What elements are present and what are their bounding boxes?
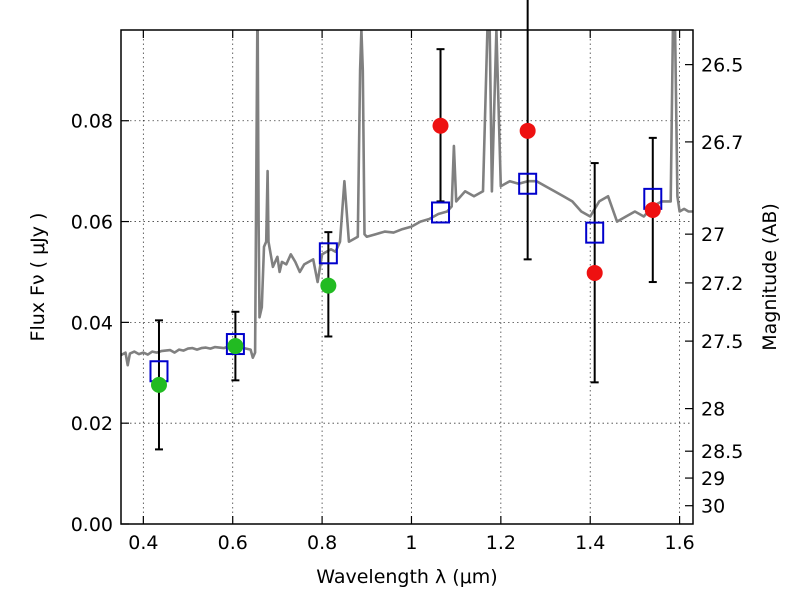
y-axis-label: Flux Fν ( μJy ) <box>27 213 49 342</box>
model-photometry-point <box>518 172 538 195</box>
observed-photometry-point <box>519 122 536 139</box>
y-tick-label: 0.08 <box>71 111 113 133</box>
model-spectrum-line <box>121 30 693 367</box>
x-axis-label: Wavelength λ (μm) <box>316 566 497 588</box>
observed-photometry-markers <box>150 117 661 393</box>
y-tick-label: 0.06 <box>71 212 113 234</box>
magnitude-axis-ticks: 26.5 26.7 27 27.2 27.5 28 28.5 29 30 <box>685 55 743 518</box>
model-photometry-point <box>585 221 605 244</box>
x-tick-label: 0.4 <box>128 532 158 554</box>
y-tick-label: 0.00 <box>71 514 113 536</box>
x-tick-label: 0.6 <box>218 532 248 554</box>
y-tick-label: 0.02 <box>71 413 113 435</box>
observed-photometry-point <box>586 264 603 281</box>
model-photometry-point <box>318 242 338 265</box>
error-bars <box>154 0 657 451</box>
magnitude-tick-label: 30 <box>701 496 725 518</box>
model-spectrum <box>121 30 693 367</box>
magnitude-tick-label: 29 <box>701 468 725 490</box>
observed-photometry-point <box>320 277 337 294</box>
model-photometry-point <box>431 201 451 224</box>
magnitude-tick-label: 27 <box>701 224 725 246</box>
x-tick-label: 1.2 <box>486 532 516 554</box>
y-axis-ticks: 0.00 0.02 0.04 0.06 0.08 <box>71 111 129 536</box>
observed-photometry-point <box>150 376 167 393</box>
observed-photometry-point <box>227 338 244 355</box>
magnitude-axis-label: Magnitude (AB) <box>759 203 781 351</box>
model-photometry-markers <box>149 172 663 383</box>
plot-frame <box>120 29 694 525</box>
x-tick-label: 1 <box>405 532 417 554</box>
observed-photometry-point <box>644 201 661 218</box>
grid-lines <box>121 30 693 524</box>
x-axis-ticks: 0.4 0.6 0.8 1 1.2 1.4 1.6 <box>128 30 695 554</box>
y-tick-label: 0.04 <box>71 312 113 334</box>
magnitude-tick-label: 27.2 <box>701 273 743 295</box>
magnitude-tick-label: 28 <box>701 399 725 421</box>
magnitude-tick-label: 26.5 <box>701 55 743 77</box>
x-tick-label: 1.6 <box>664 532 694 554</box>
observed-photometry-point <box>432 117 449 134</box>
x-tick-label: 0.8 <box>307 532 337 554</box>
x-tick-label: 1.4 <box>575 532 605 554</box>
magnitude-tick-label: 27.5 <box>701 331 743 353</box>
magnitude-tick-label: 26.7 <box>701 132 743 154</box>
magnitude-tick-label: 28.5 <box>701 441 743 463</box>
